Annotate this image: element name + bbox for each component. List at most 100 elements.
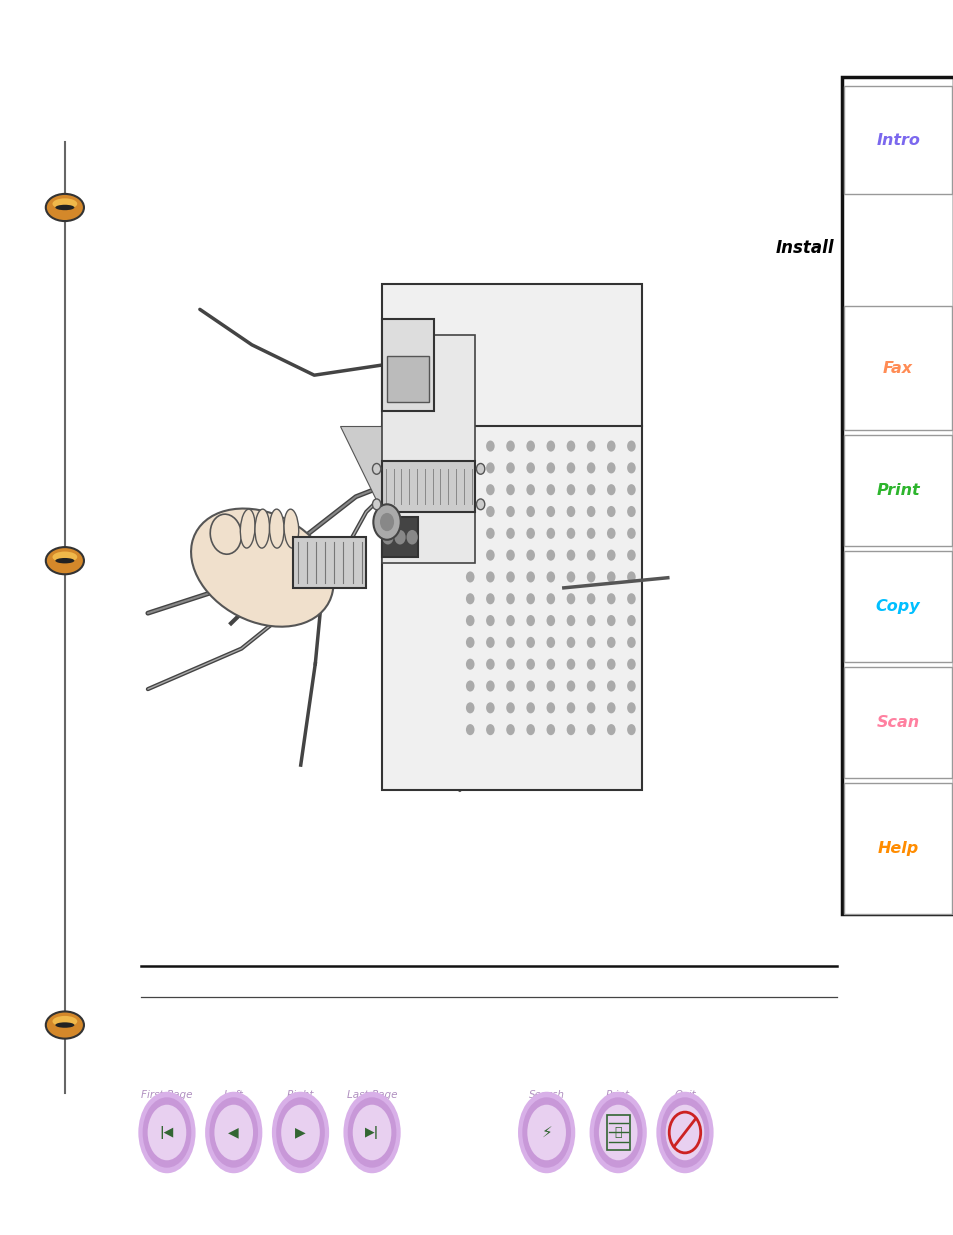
Bar: [381, 284, 641, 790]
Ellipse shape: [52, 199, 77, 209]
Circle shape: [566, 506, 575, 517]
Circle shape: [546, 724, 555, 735]
Ellipse shape: [527, 1104, 565, 1161]
Ellipse shape: [593, 1097, 641, 1168]
Ellipse shape: [659, 1097, 708, 1168]
Circle shape: [486, 527, 495, 538]
Circle shape: [506, 462, 515, 473]
Circle shape: [465, 484, 474, 495]
Ellipse shape: [656, 1092, 713, 1173]
Circle shape: [626, 506, 635, 517]
Text: Right: Right: [287, 1091, 314, 1100]
Circle shape: [486, 637, 495, 648]
Circle shape: [546, 527, 555, 538]
Circle shape: [465, 724, 474, 735]
Circle shape: [586, 637, 595, 648]
Circle shape: [526, 615, 535, 626]
Circle shape: [486, 462, 495, 473]
Circle shape: [465, 506, 474, 517]
Circle shape: [606, 550, 615, 561]
Circle shape: [566, 680, 575, 692]
Bar: [843, 306, 951, 430]
Ellipse shape: [205, 1092, 262, 1173]
Circle shape: [486, 658, 495, 669]
Text: Search: Search: [528, 1091, 564, 1100]
Text: ◀: ◀: [228, 1125, 239, 1140]
Circle shape: [606, 637, 615, 648]
Circle shape: [465, 680, 474, 692]
Circle shape: [586, 680, 595, 692]
Circle shape: [506, 527, 515, 538]
Text: ▶: ▶: [294, 1125, 306, 1140]
Circle shape: [506, 724, 515, 735]
Circle shape: [566, 441, 575, 452]
Circle shape: [626, 703, 635, 714]
Circle shape: [566, 550, 575, 561]
Circle shape: [566, 615, 575, 626]
Circle shape: [506, 572, 515, 583]
Circle shape: [606, 724, 615, 735]
Circle shape: [486, 572, 495, 583]
Circle shape: [546, 703, 555, 714]
Ellipse shape: [46, 547, 84, 574]
Ellipse shape: [49, 558, 81, 571]
Bar: [843, 86, 951, 194]
Circle shape: [465, 441, 474, 452]
Text: Copy: Copy: [875, 599, 920, 614]
Text: Print: Print: [605, 1091, 630, 1100]
Circle shape: [526, 506, 535, 517]
Text: Intro: Intro: [876, 132, 919, 148]
Ellipse shape: [214, 1104, 253, 1161]
Circle shape: [526, 484, 535, 495]
Circle shape: [626, 484, 635, 495]
Circle shape: [566, 703, 575, 714]
Circle shape: [606, 703, 615, 714]
Circle shape: [586, 506, 595, 517]
Circle shape: [626, 658, 635, 669]
Circle shape: [626, 680, 635, 692]
Circle shape: [486, 550, 495, 561]
Ellipse shape: [284, 509, 298, 548]
Circle shape: [606, 658, 615, 669]
Circle shape: [546, 593, 555, 604]
Circle shape: [546, 615, 555, 626]
Ellipse shape: [209, 1097, 257, 1168]
Circle shape: [626, 637, 635, 648]
Circle shape: [586, 572, 595, 583]
Circle shape: [506, 593, 515, 604]
Circle shape: [372, 499, 380, 510]
Circle shape: [606, 593, 615, 604]
Circle shape: [406, 530, 417, 545]
Bar: [381, 335, 475, 563]
Circle shape: [465, 527, 474, 538]
Ellipse shape: [191, 509, 334, 626]
Circle shape: [626, 441, 635, 452]
Ellipse shape: [276, 1097, 324, 1168]
Circle shape: [506, 484, 515, 495]
Circle shape: [465, 572, 474, 583]
Circle shape: [394, 530, 405, 545]
Ellipse shape: [49, 1023, 81, 1035]
Circle shape: [506, 658, 515, 669]
Circle shape: [546, 637, 555, 648]
Circle shape: [506, 506, 515, 517]
Ellipse shape: [517, 1092, 575, 1173]
Circle shape: [566, 658, 575, 669]
Circle shape: [465, 462, 474, 473]
Text: Left: Left: [224, 1091, 243, 1100]
Circle shape: [526, 593, 535, 604]
Circle shape: [526, 462, 535, 473]
Ellipse shape: [347, 1097, 396, 1168]
Circle shape: [566, 593, 575, 604]
Circle shape: [382, 530, 394, 545]
Circle shape: [546, 680, 555, 692]
Circle shape: [373, 504, 400, 540]
Text: Print: Print: [876, 483, 919, 498]
Ellipse shape: [55, 558, 74, 563]
Circle shape: [372, 463, 380, 474]
Ellipse shape: [598, 1104, 637, 1161]
Circle shape: [626, 462, 635, 473]
Circle shape: [586, 593, 595, 604]
Circle shape: [586, 441, 595, 452]
Ellipse shape: [270, 509, 284, 548]
